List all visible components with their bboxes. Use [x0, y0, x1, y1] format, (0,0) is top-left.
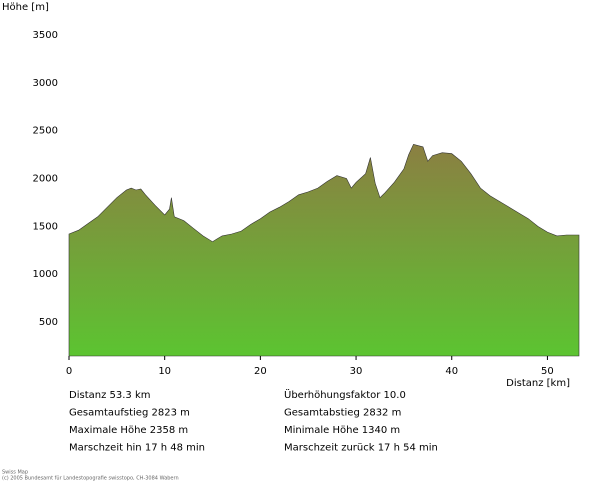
y-tick-label: 1000 [33, 269, 58, 280]
y-tick-label: 2000 [33, 174, 58, 185]
y-axis-label: Höhe [m] [2, 2, 49, 13]
stat: Distanz 53.3 km [69, 390, 150, 401]
x-tick-label: 10 [158, 366, 171, 377]
stat: Überhöhungsfaktor 10.0 [284, 388, 406, 401]
x-tick-label: 0 [66, 366, 72, 377]
stat: Minimale Höhe 1340 m [284, 425, 400, 436]
y-tick-label: 2500 [33, 126, 58, 137]
stat: Marschzeit hin 17 h 48 min [69, 443, 205, 454]
x-axis-label: Distanz [km] [506, 378, 570, 389]
stat: Gesamtaufstieg 2823 m [69, 408, 190, 419]
x-tick-label: 50 [541, 366, 554, 377]
y-tick-label: 500 [39, 317, 58, 328]
footer: (c) 2005 Bundesamt für Landestopografie … [2, 476, 179, 482]
stat: Marschzeit zurück 17 h 54 min [284, 443, 438, 454]
y-tick-label: 3500 [33, 30, 58, 41]
footer: Swiss Map [2, 470, 28, 476]
y-tick-label: 3000 [33, 78, 58, 89]
x-tick-label: 20 [254, 366, 267, 377]
stat: Maximale Höhe 2358 m [69, 425, 188, 436]
elevation-area [68, 143, 580, 357]
x-tick-label: 40 [445, 366, 458, 377]
stat: Gesamtabstieg 2832 m [284, 408, 401, 419]
x-tick-label: 30 [350, 366, 363, 377]
y-tick-label: 1500 [33, 221, 58, 232]
